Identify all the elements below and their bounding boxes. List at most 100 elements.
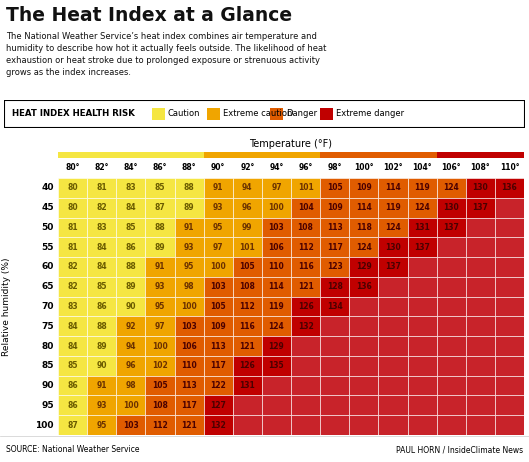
Bar — [378, 218, 407, 237]
Bar — [466, 218, 495, 237]
Text: 126: 126 — [240, 361, 255, 371]
Bar — [58, 152, 204, 158]
Bar — [204, 237, 233, 257]
Text: 95: 95 — [96, 420, 107, 430]
Bar — [378, 178, 407, 198]
Text: Danger: Danger — [286, 109, 317, 118]
Text: 103: 103 — [269, 223, 284, 232]
Bar — [204, 376, 233, 395]
Bar — [58, 376, 87, 395]
Bar — [407, 316, 436, 336]
Text: 124: 124 — [356, 243, 372, 252]
Bar — [378, 297, 407, 316]
Bar — [175, 257, 204, 277]
Text: 108°: 108° — [470, 164, 490, 172]
Bar — [145, 218, 175, 237]
Text: 109: 109 — [356, 183, 372, 192]
Text: 86°: 86° — [153, 164, 167, 172]
Bar — [320, 198, 349, 218]
Bar — [495, 218, 524, 237]
Bar — [58, 336, 87, 356]
Bar — [378, 376, 407, 395]
Bar — [87, 237, 116, 257]
Text: 103: 103 — [211, 282, 226, 291]
Bar — [233, 395, 262, 415]
Bar — [320, 218, 349, 237]
Bar — [495, 356, 524, 376]
Text: 97: 97 — [213, 243, 223, 252]
Bar — [233, 257, 262, 277]
Text: 105: 105 — [152, 381, 168, 390]
Bar — [175, 415, 204, 435]
Text: 94: 94 — [125, 341, 136, 351]
Text: 93: 93 — [96, 401, 107, 410]
Bar — [378, 336, 407, 356]
Text: 112: 112 — [152, 420, 168, 430]
Text: 137: 137 — [443, 223, 459, 232]
Bar — [87, 395, 116, 415]
Text: 117: 117 — [181, 401, 197, 410]
Text: 124: 124 — [385, 223, 401, 232]
Text: 92°: 92° — [240, 164, 254, 172]
Bar — [378, 415, 407, 435]
Bar — [291, 198, 320, 218]
Bar — [320, 108, 333, 120]
Text: 45: 45 — [41, 203, 54, 212]
Text: 112: 112 — [240, 302, 255, 311]
Bar — [320, 316, 349, 336]
Text: 137: 137 — [414, 243, 430, 252]
Bar — [270, 108, 283, 120]
Text: 91: 91 — [154, 262, 165, 272]
Text: 110: 110 — [269, 262, 284, 272]
Bar — [116, 316, 145, 336]
Text: 82: 82 — [96, 203, 107, 212]
Bar — [175, 237, 204, 257]
Text: 82°: 82° — [95, 164, 109, 172]
Bar — [204, 277, 233, 297]
Text: 119: 119 — [414, 183, 430, 192]
Text: 119: 119 — [269, 302, 284, 311]
Text: 99: 99 — [242, 223, 252, 232]
Text: 132: 132 — [211, 420, 226, 430]
Text: 50: 50 — [42, 223, 54, 232]
Bar — [175, 395, 204, 415]
Text: 98: 98 — [125, 381, 136, 390]
Text: 84°: 84° — [124, 164, 138, 172]
Bar — [378, 257, 407, 277]
Text: 121: 121 — [181, 420, 197, 430]
Text: 94: 94 — [242, 183, 252, 192]
Bar — [291, 218, 320, 237]
Bar — [407, 257, 436, 277]
Bar — [291, 257, 320, 277]
Text: 90: 90 — [125, 302, 136, 311]
Bar — [436, 376, 466, 395]
Bar — [175, 218, 204, 237]
Bar — [378, 316, 407, 336]
Bar — [204, 415, 233, 435]
Text: 100: 100 — [123, 401, 139, 410]
Text: 88: 88 — [154, 223, 165, 232]
Text: 97: 97 — [271, 183, 282, 192]
Bar — [175, 277, 204, 297]
Text: 89: 89 — [184, 203, 194, 212]
Bar — [466, 356, 495, 376]
Bar — [58, 178, 87, 198]
Bar — [349, 178, 378, 198]
Text: 90: 90 — [41, 381, 54, 390]
Bar — [145, 395, 175, 415]
Bar — [262, 257, 291, 277]
Text: 81: 81 — [67, 243, 78, 252]
Bar — [436, 316, 466, 336]
Bar — [466, 415, 495, 435]
Bar — [436, 257, 466, 277]
Bar — [204, 316, 233, 336]
Text: 93: 93 — [154, 282, 165, 291]
Bar — [116, 415, 145, 435]
Text: 106: 106 — [181, 341, 197, 351]
Bar — [378, 277, 407, 297]
Text: 137: 137 — [472, 203, 488, 212]
Text: 91: 91 — [213, 183, 223, 192]
Bar — [262, 336, 291, 356]
Text: 87: 87 — [154, 203, 165, 212]
Bar — [116, 336, 145, 356]
